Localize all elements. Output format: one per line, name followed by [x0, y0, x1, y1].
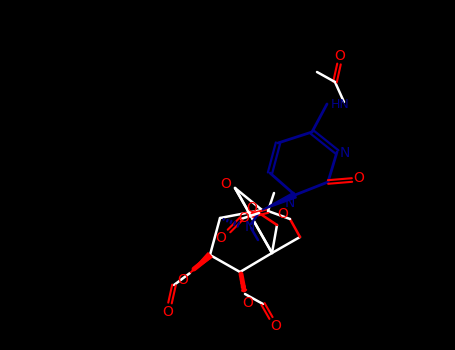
Text: HN: HN	[331, 98, 349, 112]
Text: O: O	[243, 296, 253, 310]
Text: O: O	[334, 49, 345, 63]
Text: O: O	[247, 201, 258, 215]
Text: N: N	[245, 220, 255, 234]
Text: O: O	[216, 231, 227, 245]
Text: N: N	[285, 196, 295, 210]
Text: N: N	[340, 146, 350, 160]
Text: O: O	[177, 273, 188, 287]
Text: O: O	[271, 319, 282, 333]
Text: O: O	[278, 207, 288, 221]
Polygon shape	[262, 192, 296, 210]
Polygon shape	[190, 253, 212, 273]
Text: O: O	[354, 171, 364, 185]
Text: O: O	[238, 211, 249, 225]
Text: O: O	[162, 305, 173, 319]
Text: O: O	[221, 177, 232, 191]
